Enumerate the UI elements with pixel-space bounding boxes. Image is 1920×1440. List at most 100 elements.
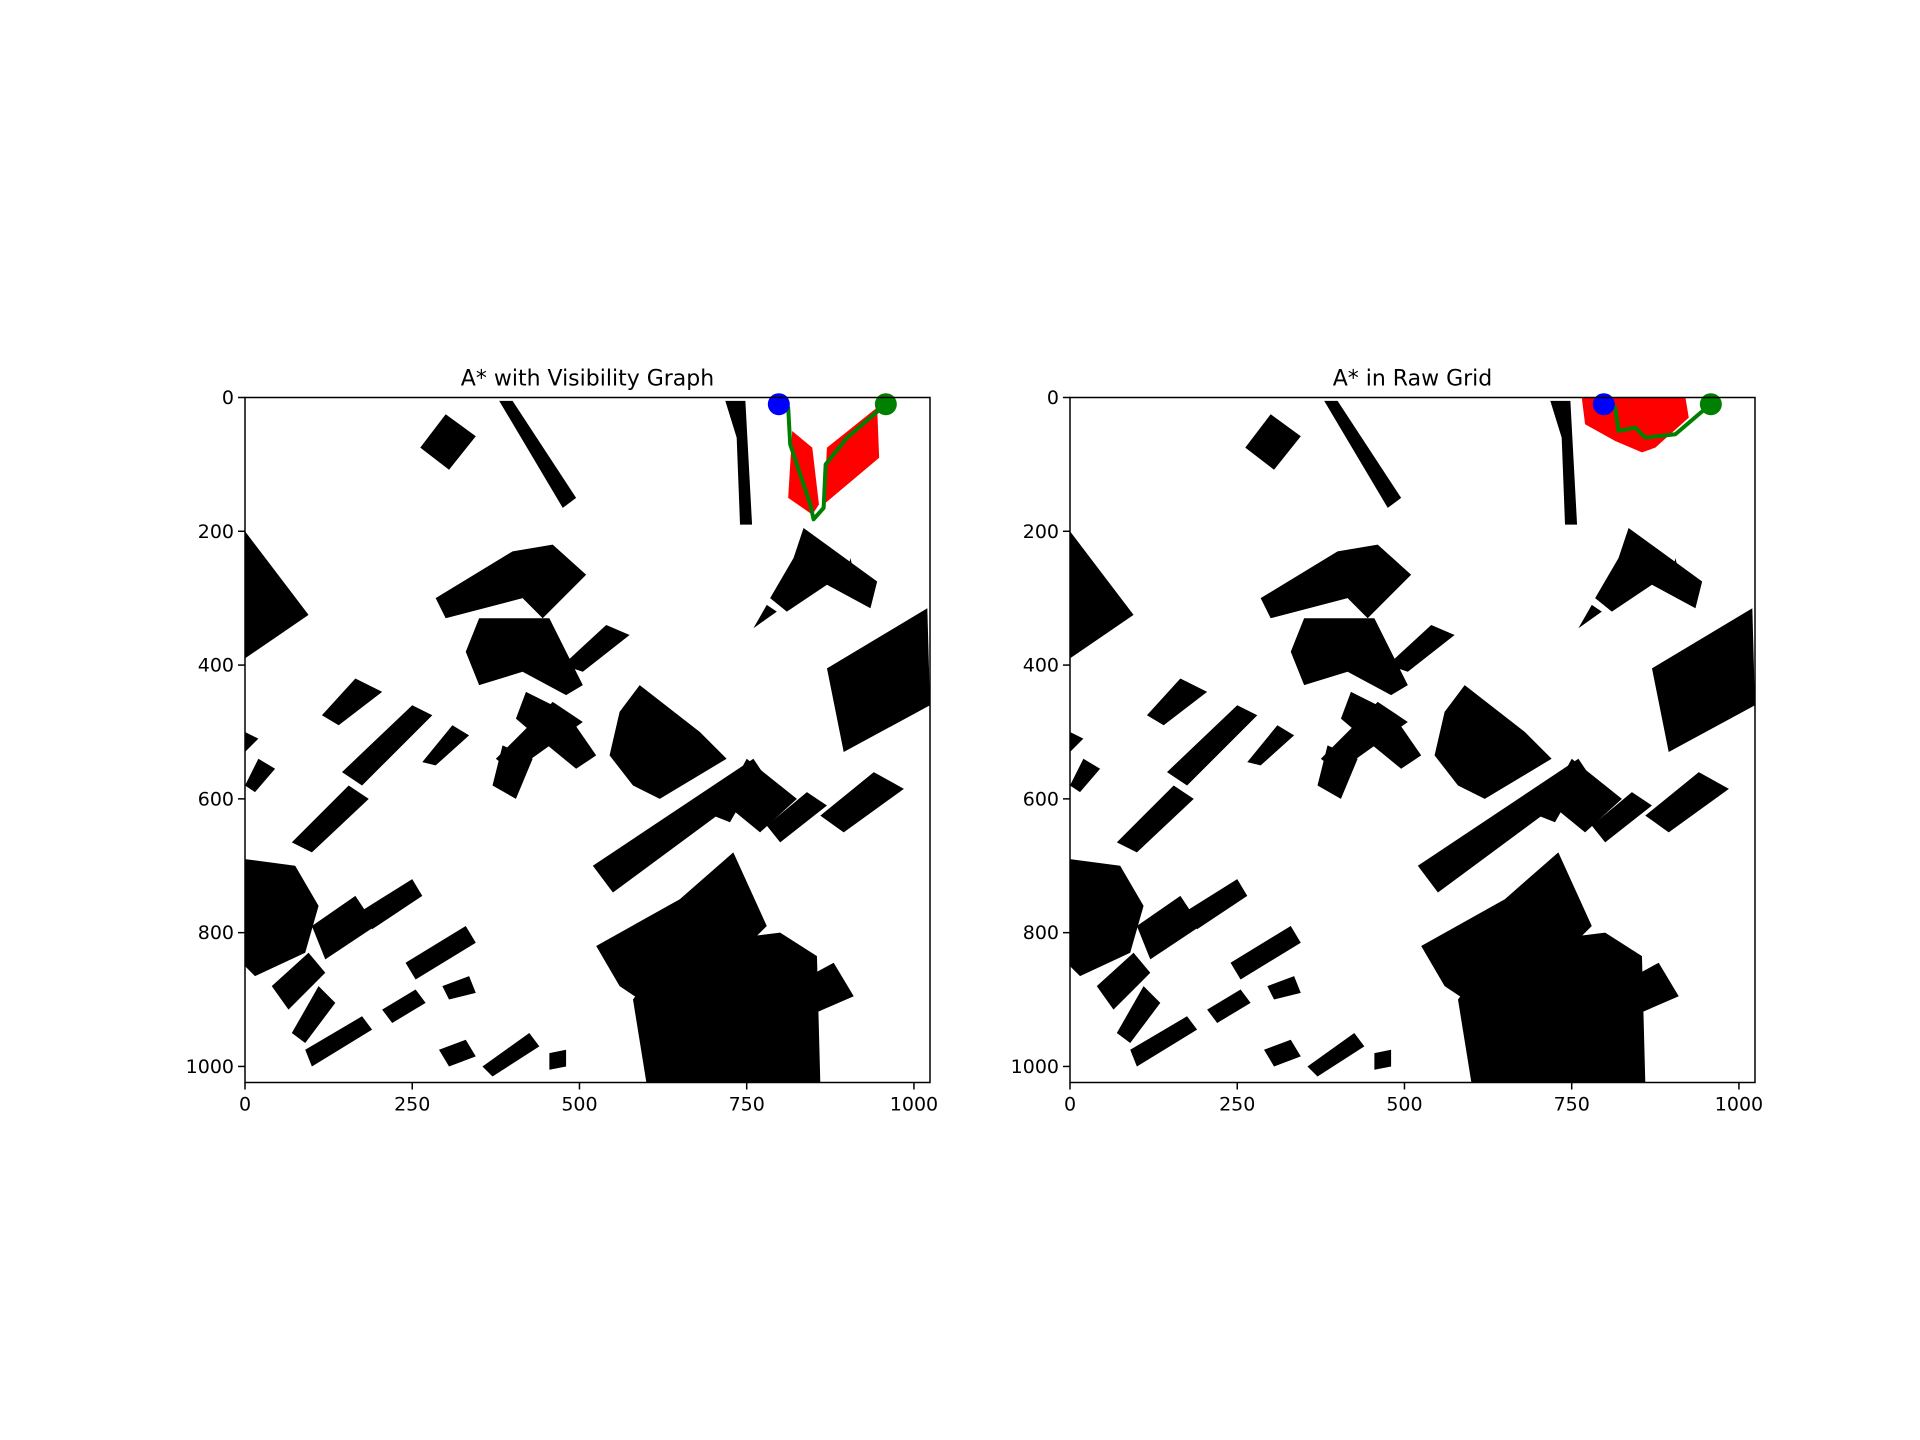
obstacle [826, 608, 930, 753]
axes-frame [1069, 396, 1756, 1084]
obstacle [632, 932, 821, 1083]
obstacle [291, 986, 336, 1044]
obstacle [1166, 705, 1258, 786]
obstacle [305, 1016, 373, 1067]
obstacle [1434, 685, 1552, 799]
obstacle [549, 1049, 567, 1070]
goal-marker [1699, 393, 1722, 416]
obstacle [1070, 758, 1101, 793]
axes-frame [244, 396, 931, 1084]
obstacle [382, 989, 426, 1023]
obstacle [1070, 531, 1134, 659]
x-tick-label: 500 [561, 1094, 597, 1116]
path-line [1603, 402, 1713, 440]
obstacle [405, 925, 476, 980]
chart-title: A* with Visibility Graph [461, 367, 714, 392]
obstacle [609, 685, 727, 799]
x-tick-label: 0 [239, 1094, 251, 1116]
obstacle [321, 678, 383, 726]
x-tick-label: 500 [1386, 1094, 1422, 1116]
obstacle [1290, 618, 1408, 696]
obstacle-map [1070, 400, 1755, 1083]
obstacle [1230, 925, 1301, 980]
y-tick-label: 400 [198, 655, 234, 677]
obstacle [245, 859, 319, 977]
obstacle [245, 731, 259, 753]
obstacle [492, 745, 533, 799]
obstacle [1263, 1039, 1301, 1067]
obstacle [1417, 758, 1592, 893]
obstacle [1591, 792, 1652, 843]
obstacle-map [245, 400, 930, 1083]
obstacle [1070, 731, 1084, 753]
obstacle [1116, 785, 1194, 853]
x-tick-label: 0 [1064, 1094, 1076, 1116]
x-tick-label: 1000 [1715, 1094, 1763, 1116]
obstacle [723, 758, 797, 833]
obstacle [1260, 544, 1412, 619]
obstacle [1096, 952, 1151, 1010]
obstacle [1116, 986, 1161, 1044]
obstacle [341, 705, 433, 786]
obstacle [1668, 558, 1683, 592]
obstacle [1267, 976, 1301, 1000]
obstacle [435, 544, 587, 619]
path-line [778, 402, 888, 522]
y-tick-label: 600 [198, 788, 234, 810]
obstacle [1183, 879, 1248, 930]
x-tick-label: 750 [729, 1094, 765, 1116]
obstacle [1578, 604, 1602, 629]
obstacle [1136, 895, 1201, 960]
y-tick-label: 800 [1023, 922, 1059, 944]
obstacle [1245, 414, 1301, 470]
y-tick-label: 400 [1023, 655, 1059, 677]
obstacle [1070, 859, 1144, 977]
obstacle [271, 952, 326, 1010]
obstacle [1387, 624, 1455, 672]
chart-title: A* in Raw Grid [1333, 367, 1493, 392]
obstacle [1548, 758, 1622, 833]
obstacle [499, 400, 577, 508]
obstacle [291, 785, 369, 853]
obstacle [753, 604, 777, 629]
obstacle [1307, 1032, 1365, 1077]
x-tick-label: 250 [394, 1094, 430, 1116]
obstacle [420, 414, 476, 470]
explored-region [788, 430, 819, 515]
obstacle [1146, 678, 1208, 726]
y-tick-label: 200 [1023, 521, 1059, 543]
obstacle [592, 758, 767, 893]
goal-marker [874, 393, 897, 416]
obstacle [1247, 725, 1295, 766]
explored-region [823, 407, 880, 505]
obstacle [1207, 989, 1251, 1023]
obstacle [1317, 745, 1358, 799]
obstacle [1651, 608, 1755, 753]
y-tick-label: 0 [222, 387, 234, 409]
y-tick-label: 200 [198, 521, 234, 543]
obstacle [245, 531, 309, 659]
start-marker [1592, 393, 1615, 416]
obstacle [442, 976, 476, 1000]
obstacle [1595, 527, 1703, 612]
obstacle [422, 725, 470, 766]
obstacle [245, 758, 276, 793]
obstacle [820, 772, 904, 833]
obstacle [438, 1039, 476, 1067]
obstacle [1324, 400, 1402, 508]
obstacle [358, 879, 423, 930]
obstacle [766, 792, 827, 843]
start-marker [767, 393, 790, 416]
obstacle [843, 558, 858, 592]
obstacle [311, 895, 376, 960]
obstacle [1457, 932, 1646, 1083]
y-tick-label: 800 [198, 922, 234, 944]
y-tick-label: 600 [1023, 788, 1059, 810]
obstacle [1550, 400, 1578, 525]
obstacle [1578, 962, 1679, 1030]
y-tick-label: 1000 [1011, 1056, 1059, 1078]
obstacle [770, 527, 878, 612]
obstacle [482, 1032, 540, 1077]
